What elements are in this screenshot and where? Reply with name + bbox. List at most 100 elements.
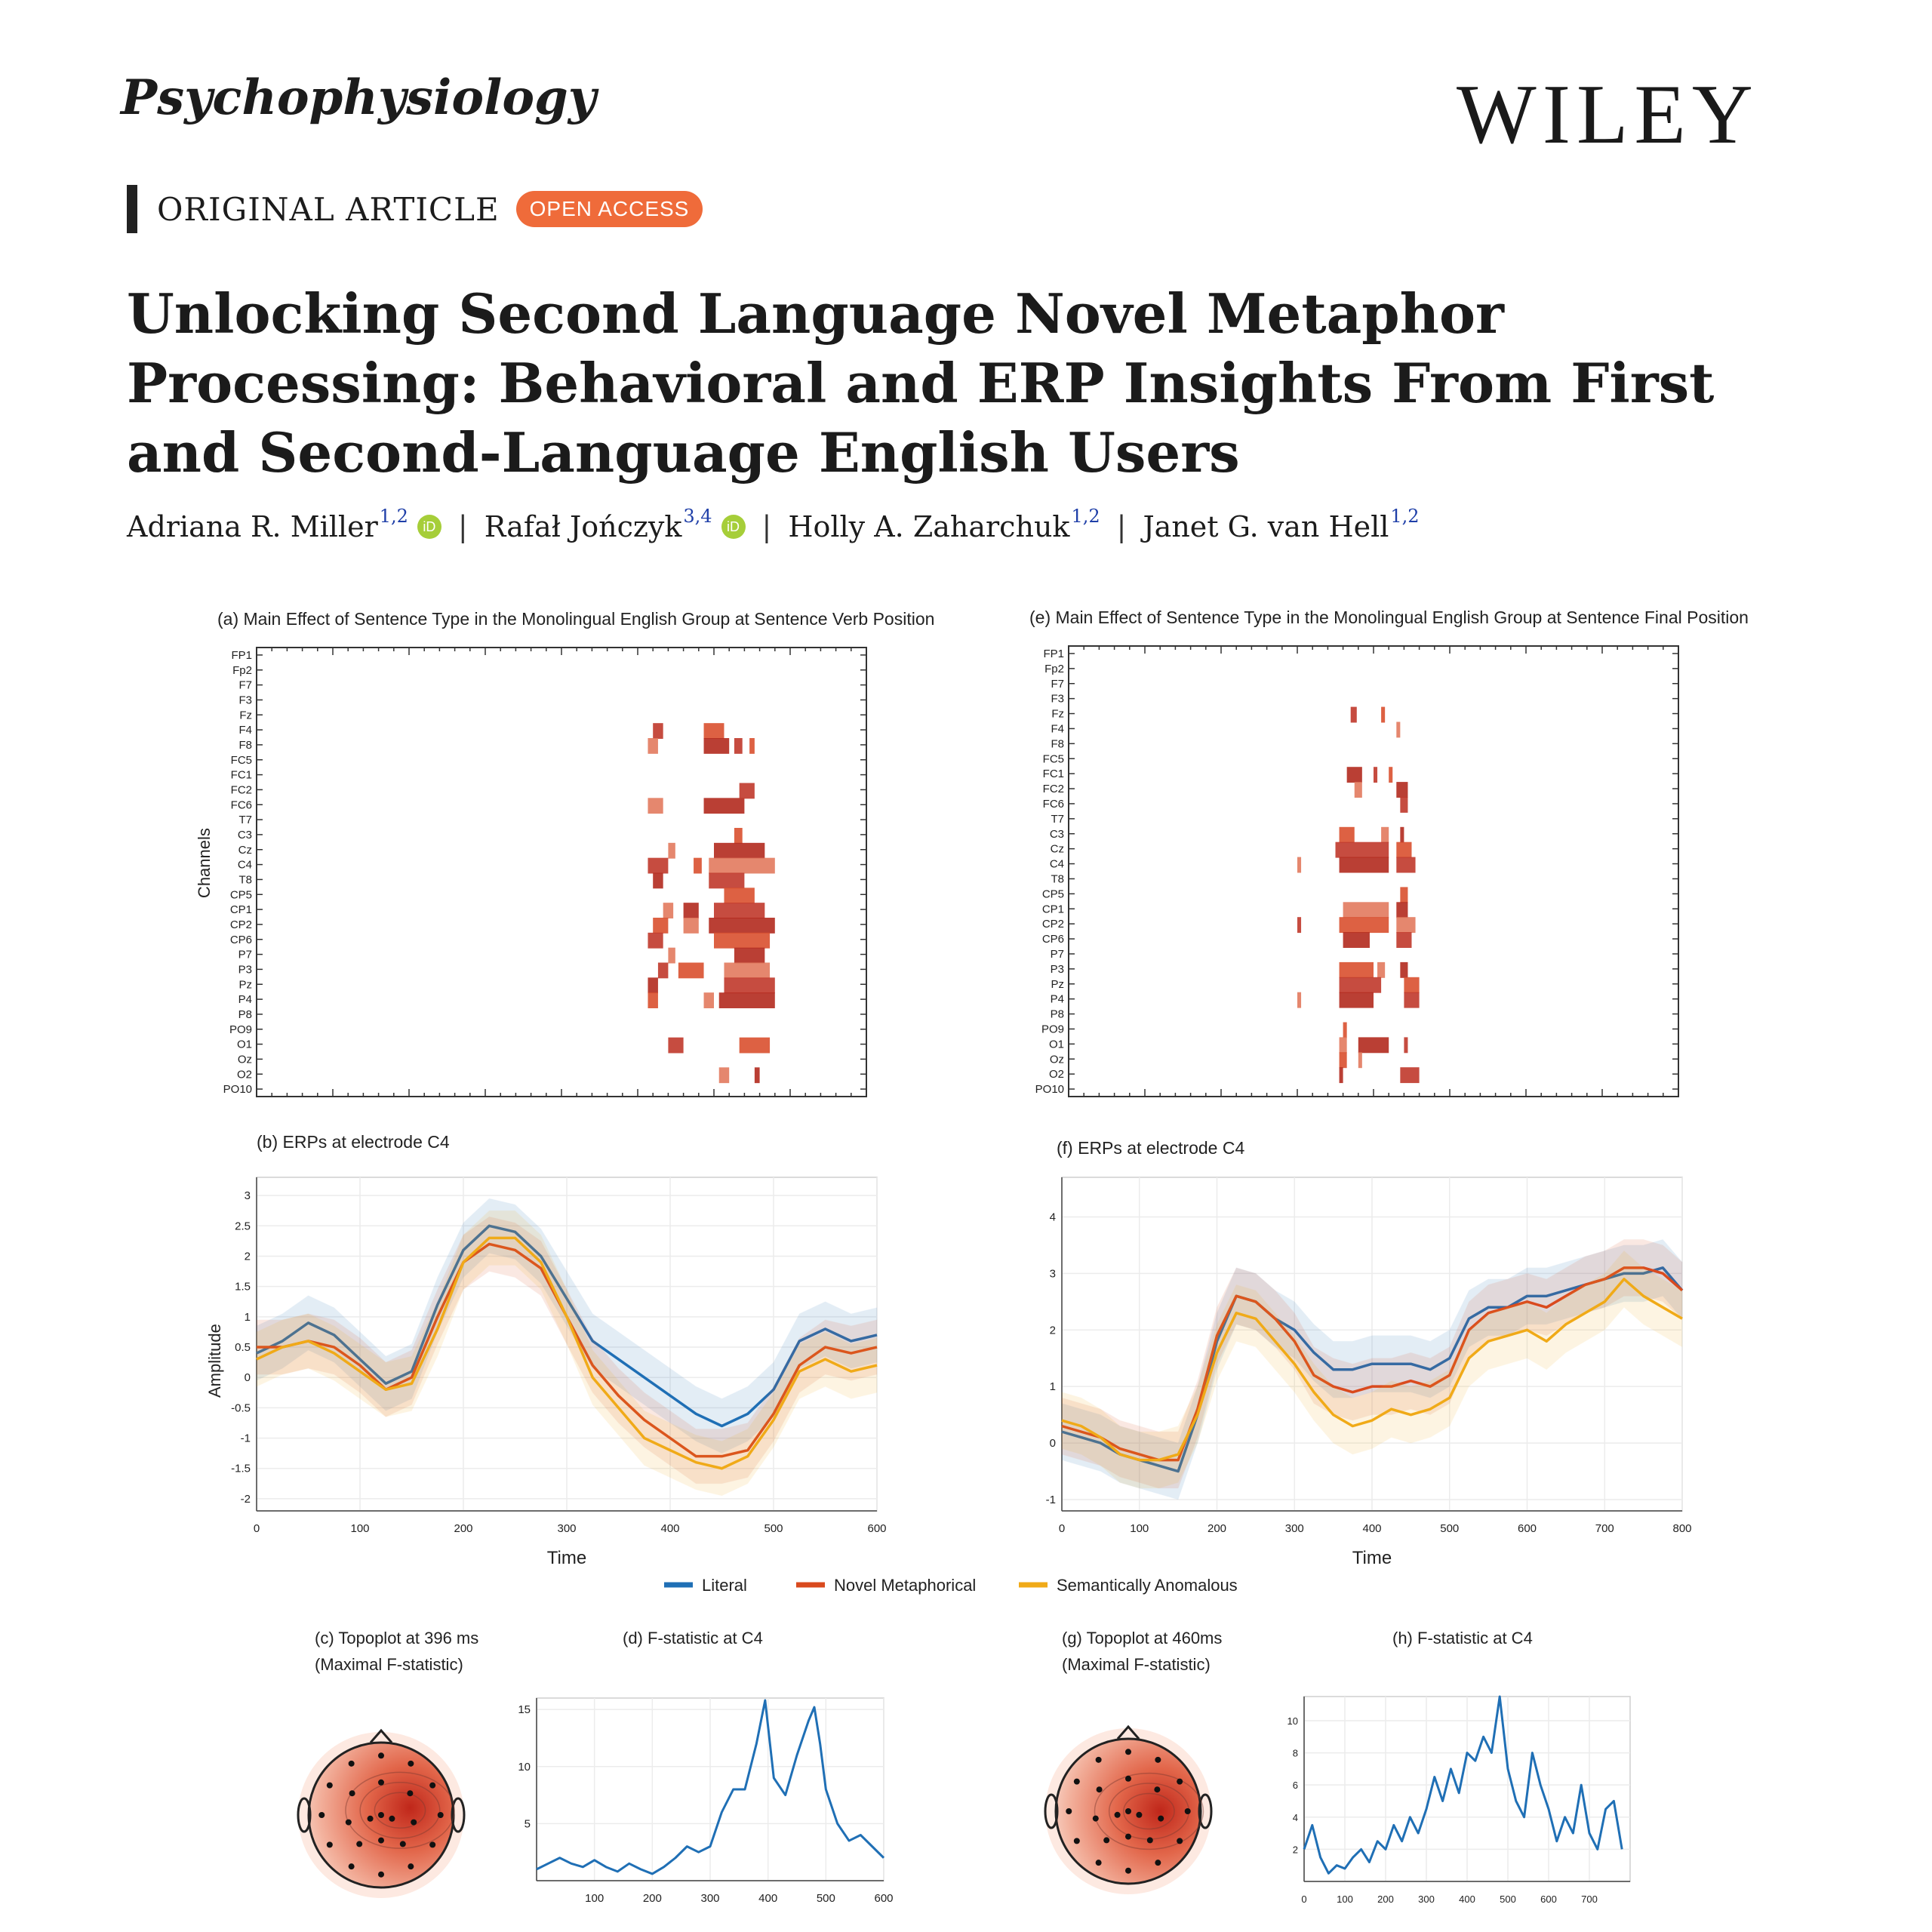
electrode-dot: [429, 1782, 436, 1789]
series-line: [256, 1224, 878, 1428]
significance-cell: [714, 932, 771, 949]
channel-label: F8: [1051, 737, 1064, 750]
electrode-dot: [1125, 1808, 1131, 1814]
channel-label: F3: [238, 694, 252, 706]
channel-label: CP6: [230, 934, 252, 946]
significance-cell: [1377, 961, 1386, 978]
significance-cell: [1335, 841, 1389, 858]
electrode-dot: [367, 1815, 374, 1822]
author-affiliation: 1,2: [379, 506, 408, 527]
author-affiliation: 1,2: [1071, 506, 1100, 527]
electrode-dot: [411, 1819, 417, 1826]
channel-label: F3: [1051, 693, 1064, 706]
electrode-dot: [437, 1812, 444, 1818]
electrode-dot: [1146, 1837, 1153, 1844]
electrode-dot: [326, 1782, 333, 1789]
y-tick-label: 10: [1287, 1715, 1298, 1727]
electrode-dot: [378, 1837, 384, 1844]
orcid-icon[interactable]: iD: [721, 515, 746, 539]
x-tick-label: 100: [350, 1522, 369, 1535]
channel-label: CP2: [230, 918, 252, 931]
significance-cell: [694, 857, 702, 874]
author-name: Janet G. van Hell: [1143, 510, 1389, 543]
channel-label: Fp2: [1044, 663, 1064, 675]
x-tick-label: 0: [1059, 1522, 1065, 1535]
significance-cell: [703, 738, 730, 754]
significance-cell: [734, 738, 743, 754]
topoplot-g: [1044, 1724, 1213, 1894]
electrode-dot: [378, 1779, 384, 1786]
channel-label: O2: [1049, 1068, 1064, 1081]
x-tick-label: 600: [874, 1892, 893, 1905]
y-tick-label: -1: [241, 1432, 251, 1445]
channel-label: Oz: [238, 1053, 252, 1066]
significance-cell: [1343, 1022, 1347, 1038]
author[interactable]: Janet G. van Hell 1,2: [1143, 506, 1419, 543]
x-tick-label: 100: [585, 1892, 604, 1905]
author[interactable]: Holly A. Zaharchuk 1,2: [788, 506, 1100, 543]
significance-cell: [1400, 797, 1408, 813]
significance-cell: [653, 872, 663, 889]
significance-cell: [734, 828, 743, 844]
x-tick-label: 400: [1362, 1522, 1381, 1535]
significance-cell: [1297, 857, 1302, 873]
significance-cell: [1297, 917, 1302, 934]
significance-cell: [1339, 826, 1355, 843]
significance-cell: [1400, 1067, 1420, 1084]
channel-label: O1: [237, 1038, 252, 1051]
channel-label: FC6: [1043, 798, 1064, 811]
x-tick-label: 0: [254, 1522, 260, 1535]
x-tick-label: 200: [1377, 1894, 1394, 1905]
electrode-dot: [1184, 1808, 1191, 1814]
series-line: [1061, 1278, 1683, 1462]
significance-cell: [1400, 826, 1404, 843]
author[interactable]: Rafał Jończyk 3,4 iD: [485, 506, 746, 543]
orcid-icon[interactable]: iD: [417, 515, 441, 539]
channel-label: F7: [238, 679, 252, 692]
significance-cell: [734, 947, 765, 964]
channel-label: O1: [1049, 1038, 1064, 1051]
electrode-dot: [1155, 1860, 1161, 1866]
author-separator: |: [1116, 510, 1127, 543]
electrode-dot: [1092, 1815, 1099, 1822]
significance-cell: [1404, 977, 1420, 993]
y-tick-label: 4: [1293, 1812, 1298, 1823]
channel-label: Cz: [238, 844, 252, 857]
y-tick-label: 4: [1050, 1211, 1056, 1223]
author-name: Adriana R. Miller: [127, 510, 378, 543]
significance-cell: [709, 857, 775, 874]
significance-cell: [703, 992, 714, 1008]
topoplot-ear: [451, 1797, 466, 1833]
electrode-dot: [408, 1760, 414, 1767]
electrode-dot: [399, 1841, 406, 1847]
channel-label: FC1: [1043, 768, 1064, 780]
electrode-dot: [1158, 1815, 1164, 1822]
channel-label: CP1: [230, 903, 252, 916]
channel-label: C4: [238, 859, 252, 872]
channel-label: Cz: [1051, 843, 1064, 856]
significance-cell: [653, 723, 663, 739]
electrode-dot: [1125, 1749, 1131, 1755]
topoplot-c: [297, 1728, 466, 1898]
electrode-dot: [378, 1871, 384, 1878]
x-tick-label: 300: [557, 1522, 576, 1535]
significance-cell: [1381, 706, 1386, 723]
y-tick-label: -2: [241, 1493, 251, 1506]
significance-cell: [1297, 992, 1302, 1008]
electrode-dot: [1103, 1837, 1110, 1844]
legend-label: Novel Metaphorical: [834, 1576, 976, 1595]
electrode-dot: [378, 1812, 384, 1818]
significance-cell: [1389, 767, 1393, 783]
significance-cell: [1343, 902, 1389, 918]
topoplot-ear: [297, 1797, 312, 1833]
topoplot-ear: [1044, 1793, 1059, 1829]
legend-label: Semantically Anomalous: [1057, 1576, 1238, 1595]
significance-cell: [648, 857, 669, 874]
author-name: Holly A. Zaharchuk: [788, 510, 1070, 543]
electrode-dot: [389, 1815, 395, 1822]
author[interactable]: Adriana R. Miller 1,2 iD: [127, 506, 441, 543]
x-tick-label: 100: [1130, 1522, 1149, 1535]
significance-cell: [1339, 1052, 1347, 1069]
electrode-dot: [1073, 1838, 1080, 1844]
x-tick-label: 500: [1500, 1894, 1516, 1905]
